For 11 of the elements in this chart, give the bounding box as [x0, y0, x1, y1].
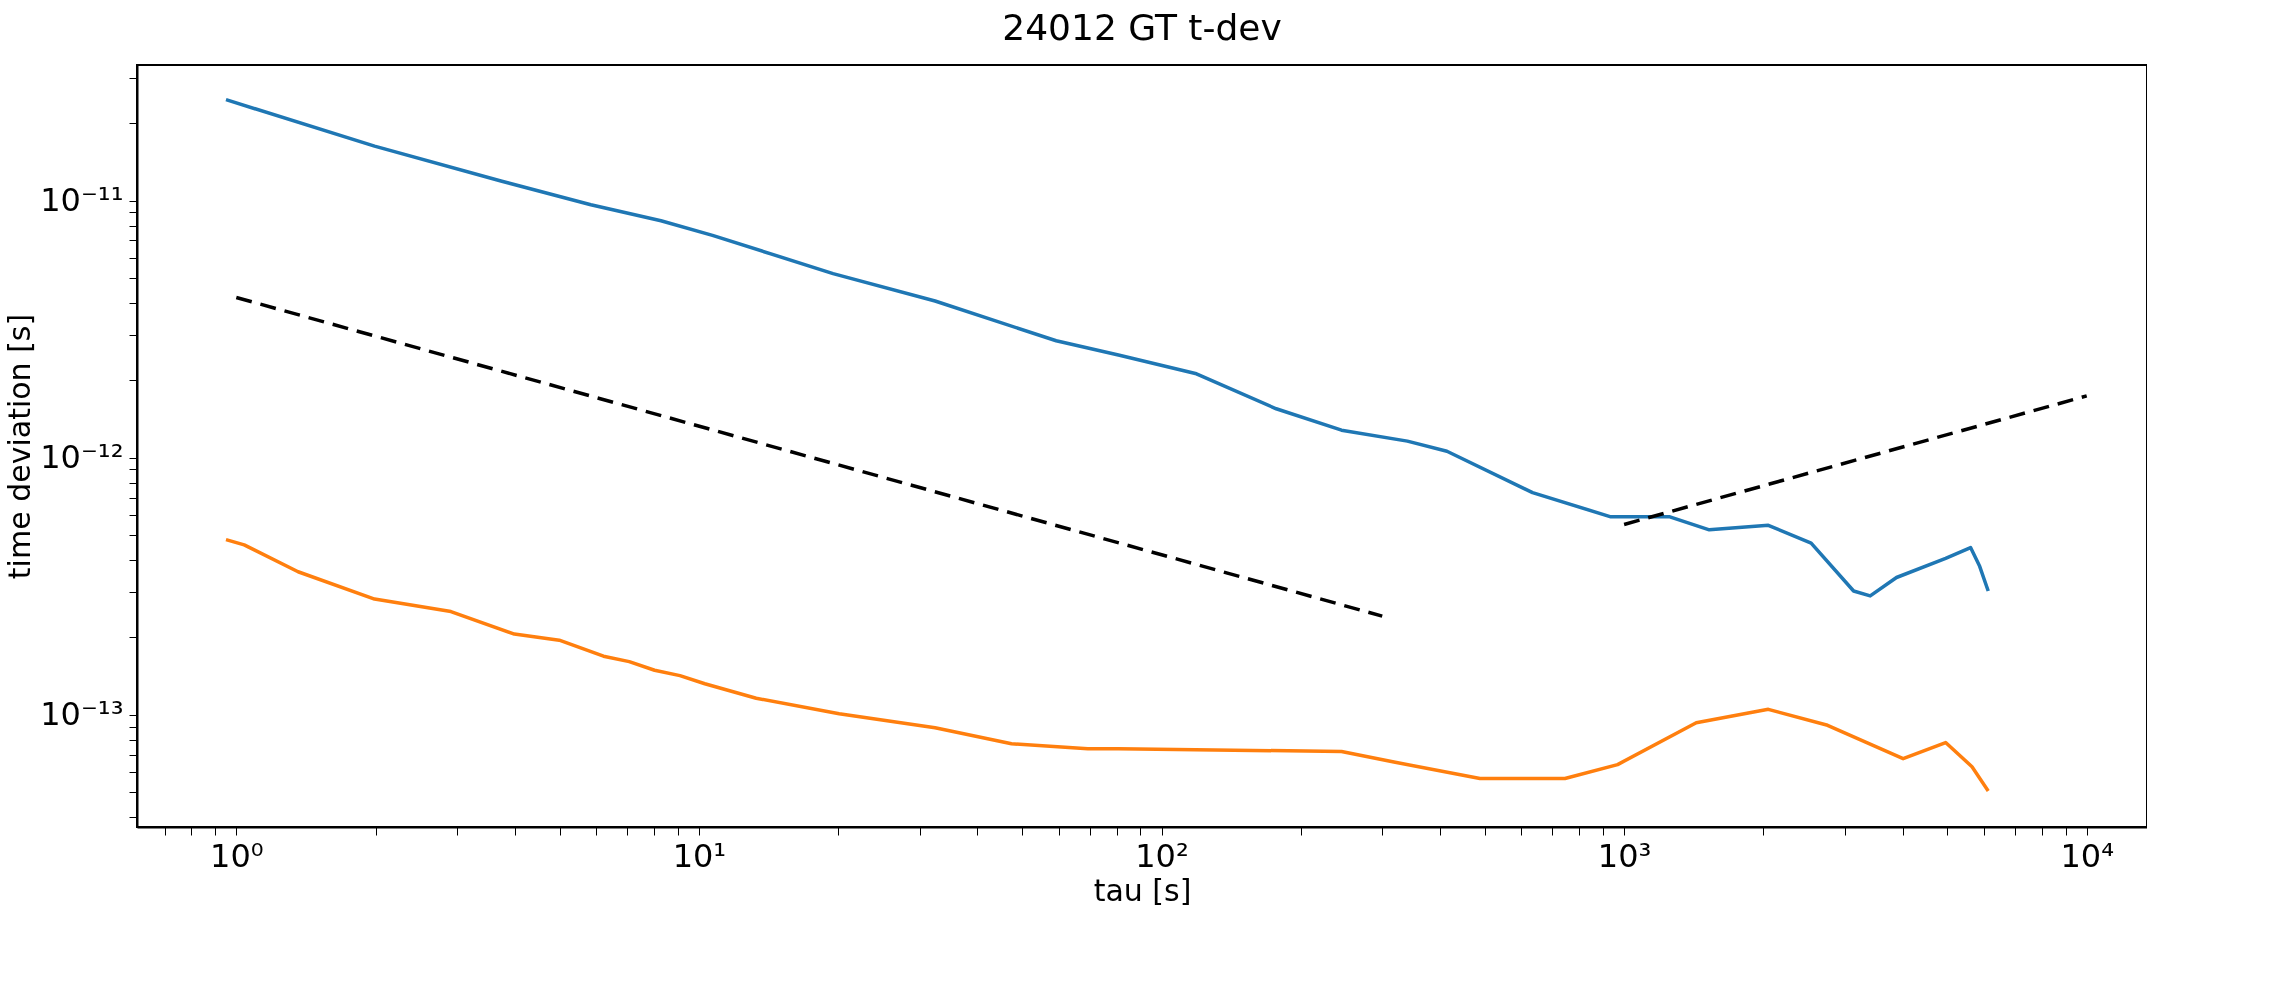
x-tick-label: 10³: [1597, 836, 1652, 875]
x-tick-label: 10¹: [672, 836, 727, 875]
x-tick-label: 10⁰: [210, 836, 264, 875]
y-tick-label: 10⁻¹²: [40, 438, 124, 477]
y-axis-title: time deviation [s]: [2, 313, 38, 580]
y-tick-label: 10⁻¹³: [40, 695, 124, 734]
x-axis-title: tau [s]: [1093, 872, 1192, 908]
x-tick-label: 10²: [1135, 836, 1189, 875]
x-tick-label: 10⁴: [2060, 836, 2114, 875]
y-tick-label: 10⁻¹¹: [40, 181, 124, 220]
chart-title: 24012 GT t-dev: [1002, 6, 1282, 48]
